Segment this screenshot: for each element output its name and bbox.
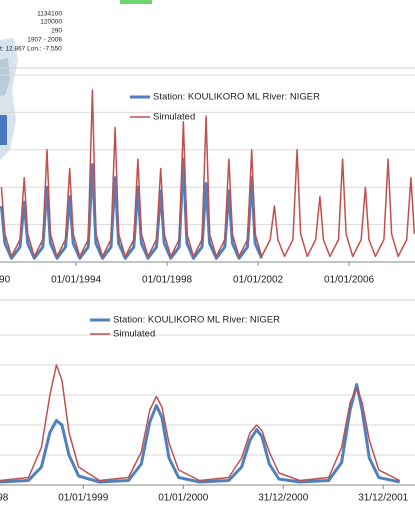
legend-label: Station: KOULIKORO ML River: NIGER <box>113 315 280 326</box>
info-line: 120000 <box>40 19 62 26</box>
screenshot: 1134100 120000 290 1907 - 2006 t: 12.867… <box>0 0 415 506</box>
legend-label: Simulated <box>153 112 195 123</box>
status-tab <box>120 0 152 4</box>
legend-label: Station: KOULIKORO ML River: NIGER <box>153 92 320 103</box>
map-water <box>0 115 7 145</box>
x-tick-label: 31/12/2001 <box>358 493 408 504</box>
x-tick-label: 01/01/2006 <box>324 275 374 286</box>
x-tick-label: 01/01/1998 <box>0 493 9 504</box>
info-line: 290 <box>51 28 62 35</box>
chart-canvas: 1134100 120000 290 1907 - 2006 t: 12.867… <box>0 0 415 506</box>
info-line: 1907 - 2006 <box>27 37 62 44</box>
x-tick-label: 01/01/1998 <box>142 275 192 286</box>
x-tick-label: 01/01/2000 <box>158 493 208 504</box>
legend-label: Simulated <box>113 329 155 340</box>
x-tick-label: 01/01/1994 <box>51 275 101 286</box>
x-tick-label: 01/01/1990 <box>0 275 11 286</box>
x-tick-label: 01/01/2002 <box>233 275 283 286</box>
x-tick-label: 01/01/1999 <box>58 493 108 504</box>
info-line: 1134100 <box>37 11 62 18</box>
x-tick-label: 31/12/2000 <box>258 493 308 504</box>
coordinates: t: 12.867 Lon.: -7.550 <box>0 46 62 53</box>
